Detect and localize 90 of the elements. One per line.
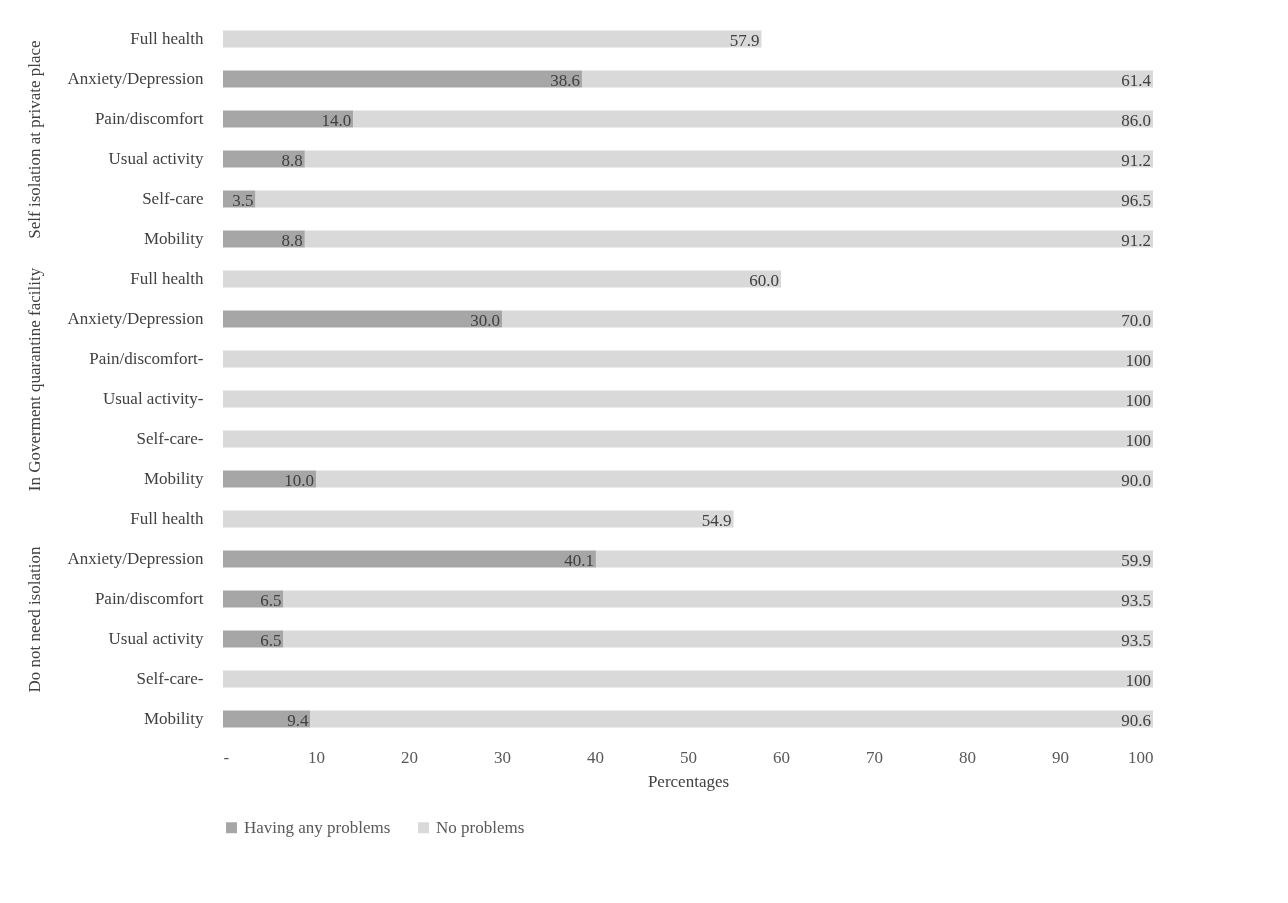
y-tick-label: Full health [130, 509, 204, 528]
data-label: 8.8 [281, 231, 303, 250]
bar [223, 710, 311, 728]
legend-label: No problems [436, 817, 525, 837]
data-label: 6.5 [260, 631, 282, 650]
y-tick-label: Mobility [143, 229, 204, 248]
data-label: 86.0 [1121, 111, 1151, 130]
y-tick-label: Pain/discomfort [94, 109, 204, 128]
y-tick-label: Full health [130, 269, 204, 288]
y-tick-label: Usual activity [108, 149, 204, 168]
data-label: 59.9 [1121, 551, 1151, 570]
bar [304, 150, 1153, 168]
data-label: 90.6 [1121, 711, 1151, 730]
x-tick-label: 10 [308, 747, 325, 767]
y-tick-label: Full health [130, 29, 204, 48]
data-label: 60.0 [749, 271, 779, 290]
bar [353, 110, 1153, 128]
data-label: 100 [1125, 391, 1151, 410]
bar [223, 510, 734, 528]
bar [223, 270, 781, 288]
legend-label: Having any problems [244, 817, 391, 837]
bar [283, 590, 1153, 608]
data-label: 8.8 [281, 151, 303, 170]
x-tick-label: 90 [1052, 747, 1069, 767]
y-tick-label: Usual activity [108, 629, 204, 648]
bar [223, 310, 502, 328]
x-tick-label: 80 [959, 747, 976, 767]
y-tick-label: Anxiety/Depression [67, 549, 204, 568]
y-tick-label: Anxiety/Depression [67, 69, 204, 88]
bar [223, 350, 1153, 368]
data-label: 91.2 [1121, 151, 1151, 170]
y-axis-title: Do not need isolation [24, 546, 44, 693]
data-label: 6.5 [260, 591, 282, 610]
bar [223, 30, 762, 48]
data-label: 96.5 [1121, 191, 1151, 210]
data-label: 90.0 [1121, 471, 1151, 490]
y-tick-label: Pain/discomfort [94, 589, 204, 608]
data-label: 61.4 [1121, 71, 1152, 90]
bar [283, 630, 1153, 648]
data-label: 70.0 [1121, 311, 1151, 330]
bar [502, 310, 1153, 328]
data-label: 40.1 [564, 551, 594, 570]
data-label: 57.9 [729, 31, 760, 50]
data-label: 93.5 [1121, 631, 1151, 650]
y-tick-label: Self-care [142, 189, 204, 208]
data-label: 91.2 [1121, 231, 1151, 250]
y-tick-label: Mobility [143, 709, 204, 728]
y-tick-label: Usual activity- [102, 389, 204, 408]
bar [304, 230, 1153, 248]
bar [223, 470, 316, 488]
y-axis-title: Self isolation at private place [24, 40, 44, 239]
x-tick-label: 60 [773, 747, 790, 767]
bar [595, 550, 1153, 568]
data-label: 54.9 [701, 511, 732, 530]
data-label: 3.5 [232, 191, 254, 210]
y-tick-label: Anxiety/Depression [67, 309, 204, 328]
bar [310, 710, 1153, 728]
x-tick-label: - [223, 747, 230, 767]
bar [223, 390, 1153, 408]
data-label: 100 [1125, 431, 1151, 450]
y-tick-label: Self-care- [136, 669, 204, 688]
bar [255, 190, 1153, 208]
y-axis-title: In Goverment quarantine facility [24, 267, 44, 492]
bar [223, 430, 1153, 448]
bar [316, 470, 1153, 488]
bar [223, 670, 1153, 688]
data-label: 10.0 [284, 471, 314, 490]
x-tick-label: 20 [401, 747, 418, 767]
x-axis-title: Percentages [647, 771, 730, 791]
data-label: 9.4 [287, 711, 309, 730]
y-tick-label: Mobility [143, 469, 204, 488]
data-label: 30.0 [470, 311, 500, 330]
bar [223, 70, 582, 88]
y-tick-label: Pain/discomfort- [89, 349, 204, 368]
bar [223, 150, 305, 168]
data-label: 100 [1125, 671, 1151, 690]
bar [223, 550, 596, 568]
data-label: 14.0 [321, 111, 352, 130]
x-tick-label: 100 [1128, 747, 1154, 767]
y-tick-label: Self-care- [136, 429, 204, 448]
x-tick-label: 70 [866, 747, 883, 767]
x-tick-label: 50 [680, 747, 697, 767]
data-label: 100 [1125, 351, 1151, 370]
x-tick-label: 30 [494, 747, 511, 767]
data-label: 93.5 [1121, 591, 1151, 610]
bar [223, 230, 305, 248]
data-label: 38.6 [550, 71, 580, 90]
bar [223, 110, 354, 128]
bar [581, 70, 1153, 88]
x-tick-label: 40 [587, 747, 604, 767]
